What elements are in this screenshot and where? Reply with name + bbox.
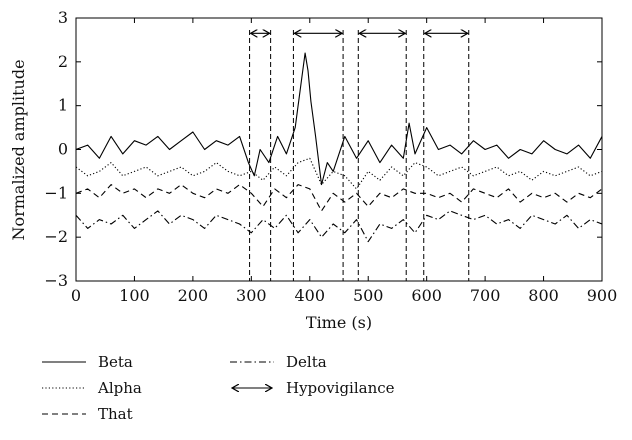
y-tick-label: −1 [44,183,68,202]
x-tick-label: 200 [178,286,209,305]
x-axis-label: Time (s) [306,313,372,332]
series-group [76,52,602,243]
x-tick-label: 300 [236,286,267,305]
x-tick-label: 100 [119,286,150,305]
series-line-delta [76,210,602,243]
x-tick-label: 900 [587,286,618,305]
legend-label: Alpha [97,379,142,397]
y-tick-label: −2 [44,227,68,246]
x-tick-label: 500 [353,286,384,305]
plot-area [76,30,602,281]
axes: 0 100 200 300 400 500 600 700 800 900 −3 −2 −1 0 1 2 3 [44,8,617,305]
legend-item-that: That [42,405,133,423]
legend-label: Beta [98,353,133,371]
series-line-alpha [76,157,602,190]
x-tick-label: 600 [411,286,442,305]
legend-item-beta: Beta [42,353,133,371]
x-tick-label: 400 [295,286,326,305]
y-axis-label: Normalized amplitude [9,59,28,240]
legend-item-alpha: Alpha [42,379,142,397]
x-tick-label: 0 [71,286,81,305]
series-line-that [76,184,602,212]
y-tick-label: −3 [44,271,68,290]
legend-label: Delta [286,353,327,371]
y-tick-label: 1 [58,96,68,115]
x-tick-label: 700 [470,286,501,305]
series-line-beta [76,52,602,186]
plot-frame [75,17,603,282]
legend: Beta Alpha That Delta Hypovigilance [42,353,395,423]
y-tick-label: 3 [58,8,68,27]
y-tick-label: 0 [58,140,68,159]
legend-label: That [98,405,133,423]
legend-label: Hypovigilance [286,379,395,397]
x-tick-label: 800 [528,286,559,305]
legend-item-hypovigilance: Hypovigilance [232,379,395,397]
y-tick-label: 2 [58,52,68,71]
legend-item-delta: Delta [230,353,327,371]
